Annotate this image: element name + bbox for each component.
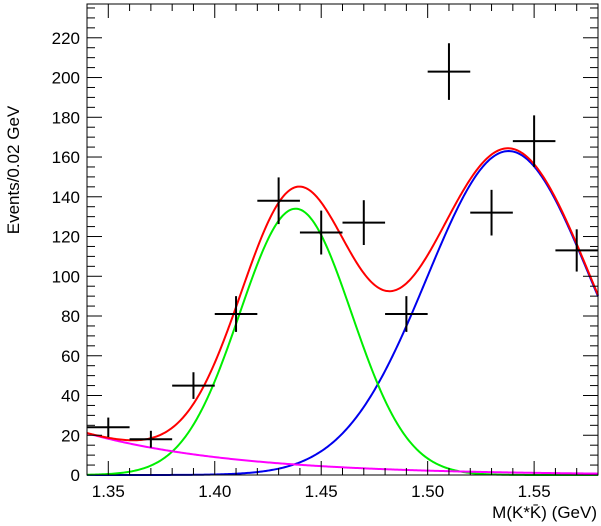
y-tick-label: 100 — [52, 267, 80, 286]
data-point — [555, 229, 598, 272]
y-tick-label: 220 — [52, 29, 80, 48]
x-tick-label: 1.40 — [198, 482, 231, 501]
y-tick-label: 0 — [71, 466, 80, 485]
data-point — [299, 210, 343, 255]
data-point — [214, 296, 258, 332]
y-axis-label: Events/0.02 GeV — [4, 105, 23, 234]
data-point — [427, 43, 471, 100]
curve-signal2 — [87, 150, 599, 476]
y-tick-label: 80 — [61, 307, 80, 326]
curve-total-fit — [86, 147, 599, 442]
x-tick-label: 1.35 — [92, 482, 125, 501]
y-tick-label: 180 — [52, 108, 80, 127]
data-point — [129, 430, 173, 448]
y-tick-label: 200 — [52, 69, 80, 88]
data-point — [512, 115, 556, 167]
x-tick-label: 1.50 — [411, 482, 444, 501]
x-tick-label: 1.55 — [518, 482, 551, 501]
data-point — [257, 177, 300, 225]
data-point — [470, 189, 513, 236]
y-tick-label: 160 — [52, 148, 80, 167]
y-tick-label: 40 — [61, 387, 80, 406]
x-tick-label: 1.45 — [305, 482, 338, 501]
data-point — [172, 372, 215, 399]
curve-signal1 — [86, 207, 598, 476]
y-tick-label: 120 — [52, 228, 80, 247]
y-tick-label: 60 — [61, 347, 80, 366]
data-point — [87, 417, 130, 438]
x-axis-label: M(K*K̄) (GeV) — [492, 503, 597, 522]
y-tick-label: 20 — [61, 426, 80, 445]
data-point — [385, 296, 428, 332]
data-point — [342, 200, 386, 246]
y-tick-label: 140 — [52, 188, 80, 207]
